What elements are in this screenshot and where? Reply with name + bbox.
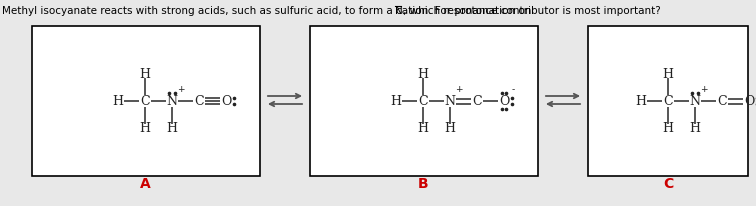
Text: B: B xyxy=(417,177,429,191)
Bar xyxy=(588,26,748,176)
Text: -: - xyxy=(512,85,516,94)
Text: H: H xyxy=(689,122,701,135)
Text: C: C xyxy=(194,95,204,108)
Text: C: C xyxy=(472,95,482,108)
Text: Methyl isocyanate reacts with strong acids, such as sulfuric acid, to form a cat: Methyl isocyanate reacts with strong aci… xyxy=(2,6,534,16)
Text: N: N xyxy=(689,95,701,108)
Text: O: O xyxy=(744,95,754,108)
Text: , which resonance contributor is most important?: , which resonance contributor is most im… xyxy=(403,6,661,16)
Text: C: C xyxy=(717,95,727,108)
Text: H: H xyxy=(391,95,401,108)
Text: C: C xyxy=(663,95,673,108)
Text: N: N xyxy=(445,95,456,108)
Text: H: H xyxy=(417,68,429,81)
Text: +: + xyxy=(455,85,463,94)
Bar xyxy=(32,26,260,176)
Bar xyxy=(310,26,538,176)
Text: H: H xyxy=(662,68,674,81)
Text: C: C xyxy=(418,95,428,108)
Text: H: H xyxy=(417,122,429,135)
Text: H: H xyxy=(662,122,674,135)
Text: +: + xyxy=(700,85,708,94)
Text: C: C xyxy=(140,95,150,108)
Text: H: H xyxy=(445,122,456,135)
Text: N: N xyxy=(395,6,403,16)
Text: +: + xyxy=(177,85,184,94)
Text: H: H xyxy=(140,68,150,81)
Text: H: H xyxy=(636,95,646,108)
Text: N: N xyxy=(166,95,178,108)
Text: O: O xyxy=(221,95,231,108)
Text: A: A xyxy=(140,177,150,191)
Text: C: C xyxy=(663,177,673,191)
Text: H: H xyxy=(166,122,178,135)
Text: H: H xyxy=(113,95,123,108)
Text: O: O xyxy=(499,95,510,108)
Text: H: H xyxy=(140,122,150,135)
